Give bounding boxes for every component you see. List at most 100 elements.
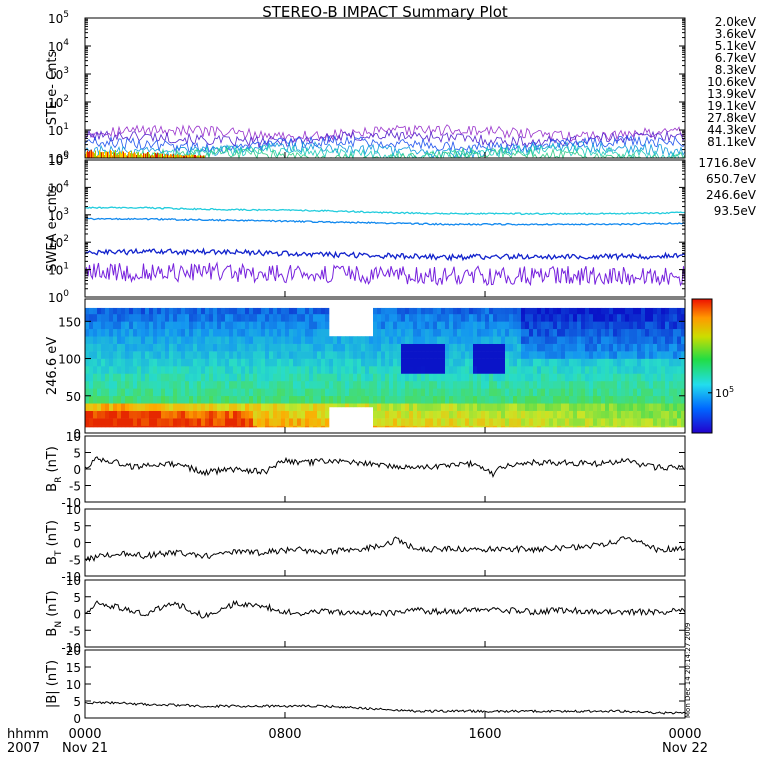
heatmap-cell bbox=[381, 395, 386, 404]
heatmap-cell bbox=[681, 358, 686, 367]
heatmap-cell bbox=[637, 373, 642, 382]
heatmap-cell bbox=[485, 358, 490, 367]
heatmap-cell bbox=[129, 380, 134, 389]
heatmap-cell bbox=[205, 358, 210, 367]
heatmap-cell bbox=[233, 403, 238, 411]
heatmap-cell bbox=[609, 307, 614, 315]
heatmap-cell bbox=[333, 395, 338, 404]
y-tick-label: 105 bbox=[48, 152, 69, 168]
heatmap-cell bbox=[209, 403, 214, 411]
heatmap-cell bbox=[129, 388, 134, 397]
heatmap-cell bbox=[317, 313, 322, 322]
heatmap-cell bbox=[277, 321, 282, 330]
heatmap-cell bbox=[117, 328, 122, 337]
heatmap-cell bbox=[449, 366, 454, 374]
heatmap-cell bbox=[201, 343, 206, 352]
heatmap-cell bbox=[585, 418, 590, 426]
heatmap-cell bbox=[513, 343, 518, 352]
y-tick-label: 0 bbox=[73, 537, 81, 551]
heatmap-cell bbox=[553, 395, 558, 404]
heatmap-cell bbox=[137, 418, 142, 426]
heatmap-cell bbox=[109, 313, 114, 322]
heatmap-cell bbox=[429, 343, 434, 352]
heatmap-cell bbox=[593, 425, 598, 428]
heatmap-cell bbox=[145, 313, 150, 322]
heatmap-cell bbox=[193, 380, 198, 389]
heatmap-cell bbox=[409, 343, 414, 352]
heatmap-cell bbox=[377, 380, 382, 389]
heatmap-cell bbox=[553, 351, 558, 359]
heatmap-cell bbox=[121, 418, 126, 426]
heatmap-cell bbox=[101, 418, 106, 426]
heatmap-cell bbox=[225, 418, 230, 426]
heatmap-cell bbox=[249, 328, 254, 337]
heatmap-cell bbox=[253, 425, 258, 428]
heatmap-cell bbox=[681, 388, 686, 397]
heatmap-cell bbox=[501, 313, 506, 322]
heatmap-cell bbox=[537, 328, 542, 337]
ste-high-energy-trace bbox=[195, 154, 196, 158]
heatmap-cell bbox=[617, 328, 622, 337]
heatmap-cell bbox=[401, 425, 406, 428]
heatmap-cell bbox=[493, 343, 498, 352]
heatmap-cell bbox=[417, 313, 422, 322]
heatmap-cell bbox=[365, 336, 370, 344]
heatmap-cell bbox=[101, 351, 106, 359]
heatmap-cell bbox=[589, 321, 594, 330]
heatmap-cell bbox=[401, 307, 406, 315]
heatmap-cell bbox=[489, 358, 494, 367]
y-tick-exponent: 4 bbox=[63, 38, 69, 48]
heatmap-cell bbox=[349, 373, 354, 382]
heatmap-cell bbox=[161, 307, 166, 315]
heatmap-cell bbox=[225, 336, 230, 344]
heatmap-cell bbox=[369, 388, 374, 397]
heatmap-cell bbox=[645, 328, 650, 337]
heatmap-cell bbox=[165, 321, 170, 330]
heatmap-cell bbox=[253, 366, 258, 374]
heatmap-cell bbox=[561, 328, 566, 337]
heatmap-cell bbox=[633, 336, 638, 344]
heatmap-cell bbox=[637, 321, 642, 330]
ste-high-energy-trace bbox=[136, 154, 137, 158]
heatmap-cell bbox=[233, 321, 238, 330]
heatmap-cell bbox=[293, 418, 298, 426]
heatmap-cell bbox=[161, 425, 166, 428]
heatmap-cell bbox=[481, 410, 486, 419]
heatmap-cell bbox=[325, 307, 330, 315]
y-tick-label: -10 bbox=[61, 570, 81, 584]
ste-high-energy-trace bbox=[162, 153, 163, 158]
heatmap-cell bbox=[425, 358, 430, 367]
heatmap-cell bbox=[549, 380, 554, 389]
heatmap-cell bbox=[545, 328, 550, 337]
heatmap-cell bbox=[257, 351, 262, 359]
heatmap-cell bbox=[461, 351, 466, 359]
heatmap-cell bbox=[277, 410, 282, 419]
heatmap-cell bbox=[469, 307, 474, 315]
heatmap-cell bbox=[237, 373, 242, 382]
heatmap-cell bbox=[201, 313, 206, 322]
heatmap-cell bbox=[309, 358, 314, 367]
heatmap-cell bbox=[193, 425, 198, 428]
heatmap-cell bbox=[313, 395, 318, 404]
heatmap-cell bbox=[485, 373, 490, 382]
heatmap-cell bbox=[649, 336, 654, 344]
heatmap-cell bbox=[261, 410, 266, 419]
heatmap-cell bbox=[589, 313, 594, 322]
heatmap-cell bbox=[525, 321, 530, 330]
heatmap-cell bbox=[385, 410, 390, 419]
heatmap-cell bbox=[645, 425, 650, 428]
heatmap-cell bbox=[665, 343, 670, 352]
heatmap-cell bbox=[225, 328, 230, 337]
ste-high-energy-trace bbox=[193, 155, 194, 158]
heatmap-cell bbox=[133, 307, 138, 315]
heatmap-cell bbox=[609, 313, 614, 322]
heatmap-cell bbox=[313, 321, 318, 330]
heatmap-cell bbox=[101, 336, 106, 344]
heatmap-cell bbox=[325, 321, 330, 330]
heatmap-cell bbox=[385, 395, 390, 404]
heatmap-cell bbox=[389, 307, 394, 315]
heatmap-cell bbox=[429, 395, 434, 404]
heatmap-cell bbox=[301, 373, 306, 382]
heatmap-cell bbox=[441, 313, 446, 322]
heatmap-cell bbox=[377, 307, 382, 315]
